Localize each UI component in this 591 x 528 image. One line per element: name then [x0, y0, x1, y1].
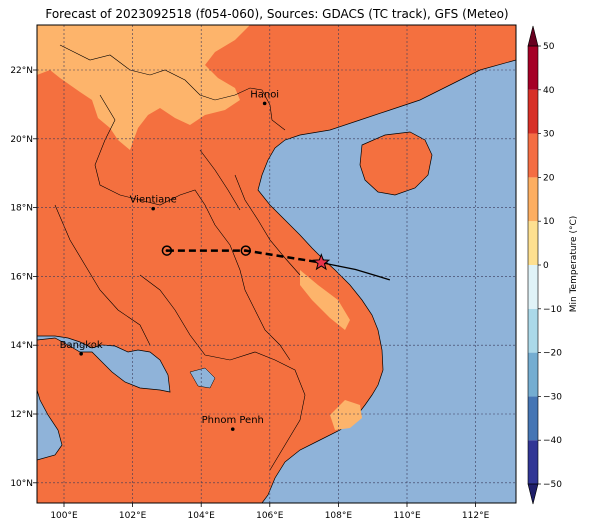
- longitude-tick-label: 112°E: [462, 511, 490, 521]
- colorbar-extend-high: [527, 25, 539, 47]
- storm-track: [161, 245, 391, 281]
- city-dot: [151, 206, 155, 211]
- colorbar-segment: [528, 265, 538, 309]
- country-borders: [54, 44, 306, 471]
- colorbar-tick-label: 40: [543, 86, 555, 96]
- colorbar: 50 40 30 20 10 0 −10 −20 −30 −40 −50: [527, 25, 562, 505]
- latitude-tick-label: 12°N: [10, 410, 33, 420]
- longitude-tick-label: 110°E: [393, 511, 421, 521]
- track-position-circle: [240, 245, 252, 256]
- colorbar-segment: [528, 308, 538, 353]
- city-dot: [79, 352, 83, 356]
- latitude-tick-label: 18°N: [10, 204, 33, 214]
- figure-title: Forecast of 2023092518 (f054-060), Sourc…: [45, 7, 508, 21]
- track-position-dot: [165, 249, 169, 252]
- longitude-tick-label: 100°E: [50, 511, 78, 521]
- hainan-island: [359, 131, 433, 196]
- longitude-tick-label: 102°E: [119, 511, 147, 521]
- colorbar-tick-label: 30: [543, 130, 555, 140]
- longitude-tick-label: 106°E: [256, 511, 284, 521]
- latitude-tick-label: 16°N: [10, 272, 33, 282]
- track-position-dot: [244, 249, 248, 252]
- mild-region-south: [330, 400, 362, 430]
- mild-region-hainan-coast: [300, 270, 350, 330]
- colorbar-tick-label: −10: [543, 305, 562, 315]
- colorbar-segment: [528, 352, 538, 397]
- city-dot: [262, 101, 267, 106]
- latitude-tick-label: 10°N: [10, 479, 33, 489]
- city-label: Vientiane: [130, 195, 177, 206]
- storm-current-position-star-icon: [312, 253, 331, 271]
- mainland-landmass: [37, 25, 516, 503]
- past-track-line: [321, 262, 391, 281]
- track-position-circle: [161, 245, 173, 256]
- longitude-tick-label: 108°E: [325, 511, 353, 521]
- colorbar-segment: [528, 440, 538, 484]
- latitude-tick-label: 20°N: [10, 135, 33, 145]
- colorbar-segment: [528, 133, 538, 178]
- city-label: Phnom Penh: [202, 415, 264, 426]
- colorbar-tick-label: 20: [543, 173, 555, 183]
- colorbar-tick-label: 10: [543, 217, 555, 227]
- city-dot: [230, 427, 235, 431]
- colorbar-label: Min Temperature (°C): [569, 216, 579, 313]
- colorbar-segment: [528, 46, 538, 90]
- map-frame: [36, 24, 517, 504]
- latitude-tick-label: 22°N: [10, 66, 33, 76]
- colorbar-tick-label: 50: [543, 42, 555, 52]
- map-area: Hanoi Vientiane Bangkok Phnom Penh: [37, 25, 516, 503]
- colorbar-segment: [528, 89, 538, 134]
- tonle-sap-lake: [189, 367, 216, 389]
- colorbar-segment: [528, 396, 538, 441]
- colorbar-tick-label: −40: [543, 436, 562, 446]
- latitude-tick-label: 14°N: [10, 341, 33, 351]
- colorbar-segment: [528, 177, 538, 222]
- colorbar-tick-label: −20: [543, 349, 562, 359]
- longitude-tick-label: 104°E: [188, 511, 216, 521]
- mild-region-north: [37, 25, 250, 150]
- colorbar-tick-label: −30: [543, 392, 562, 402]
- colorbar-segment: [528, 221, 538, 265]
- colorbar-tick-label: 0: [543, 261, 549, 271]
- colorbar-tick-label: −50: [543, 480, 562, 490]
- city-markers: Hanoi Vientiane Bangkok Phnom Penh: [60, 89, 279, 431]
- city-label: Hanoi: [250, 89, 279, 100]
- longitude-tick-labels: 100°E 102°E 104°E 106°E 108°E 110°E 112°E: [50, 503, 490, 521]
- city-label: Bangkok: [60, 340, 103, 351]
- colorbar-extend-low: [527, 483, 539, 505]
- latitude-tick-labels: 22°N 20°N 18°N 16°N 14°N 12°N 10°N: [10, 66, 37, 489]
